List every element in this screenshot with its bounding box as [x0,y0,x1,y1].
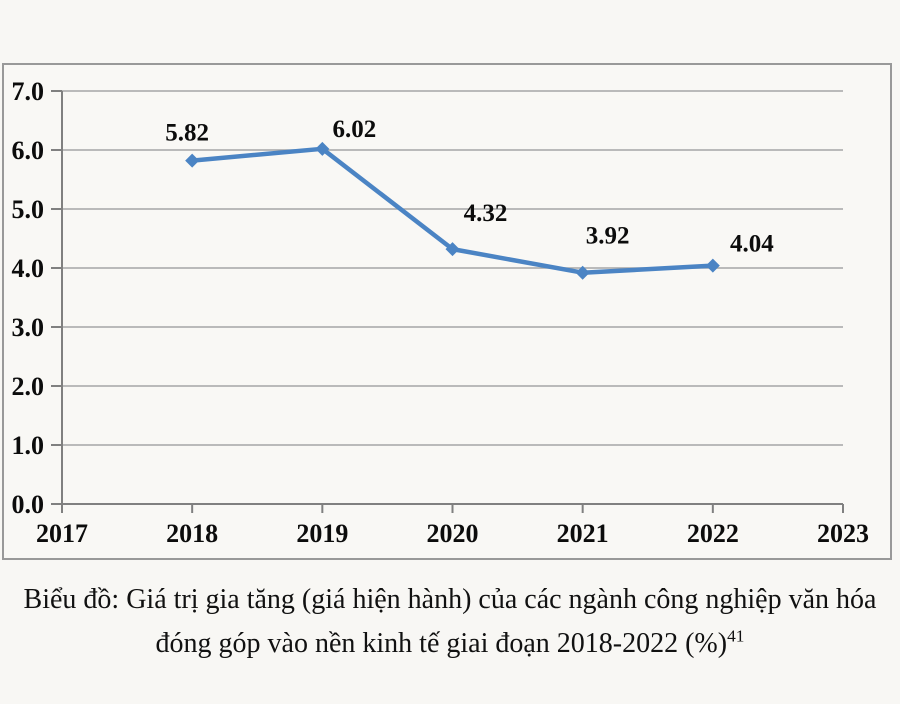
svg-text:2023: 2023 [817,519,869,548]
svg-text:2017: 2017 [36,519,88,548]
svg-text:0.0: 0.0 [12,490,45,519]
svg-text:5.0: 5.0 [12,195,45,224]
svg-text:2021: 2021 [557,519,609,548]
y-gridlines [62,90,843,446]
data-label: 6.02 [332,116,376,143]
data-label: 4.04 [730,231,774,258]
data-label: 5.82 [165,120,209,147]
data-label: 4.32 [464,200,508,227]
chart-caption: Biểu đồ: Giá trị gia tăng (giá hiện hành… [0,578,900,666]
y-tick-labels: 0.0 1.0 2.0 3.0 4.0 5.0 6.0 7.0 [12,77,45,519]
svg-text:4.0: 4.0 [12,254,45,283]
x-ticks [61,504,844,513]
line-chart: 0.0 1.0 2.0 3.0 4.0 5.0 6.0 7.0 2017 2018 2019 2020… [12,77,870,548]
value-labels: 5.82 6.02 4.32 3.92 4.04 [165,116,774,258]
svg-text:3.0: 3.0 [12,313,45,342]
y-ticks [51,90,62,505]
x-tick-labels: 2017 2018 2019 2020 2021 2022 2023 [36,519,869,548]
footnote-reference: 41 [727,626,745,646]
axes [61,91,843,505]
caption-line-2: đóng góp vào nền kinh tế giai đoạn 2018-… [0,622,900,666]
svg-text:2022: 2022 [687,519,739,548]
svg-text:6.0: 6.0 [12,136,45,165]
caption-line-1-text: Biểu đồ: Giá trị gia tăng (giá hiện hành… [23,584,877,615]
svg-text:2019: 2019 [296,519,348,548]
svg-text:2.0: 2.0 [12,372,45,401]
svg-text:2020: 2020 [427,519,479,548]
series-markers [185,141,720,280]
svg-text:2018: 2018 [166,519,218,548]
data-label: 3.92 [586,223,630,250]
svg-text:7.0: 7.0 [12,77,45,106]
caption-line-1: Biểu đồ: Giá trị gia tăng (giá hiện hành… [0,578,900,622]
caption-line-2-text: đóng góp vào nền kinh tế giai đoạn 2018-… [155,628,728,659]
chart-panel: 0.0 1.0 2.0 3.0 4.0 5.0 6.0 7.0 2017 2018 2019 2020… [2,63,892,560]
svg-text:1.0: 1.0 [12,431,45,460]
